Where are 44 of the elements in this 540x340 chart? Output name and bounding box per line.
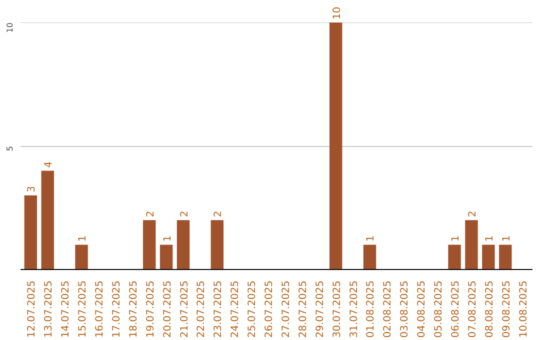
data-label: 2 <box>179 210 190 218</box>
x-tick-label: 10.08.2025 <box>518 280 530 338</box>
data-label: 1 <box>78 235 89 242</box>
x-tick-label: 25.07.2025 <box>247 280 258 338</box>
data-label: 1 <box>162 235 174 242</box>
x-tick-label: 31.07.2025 <box>348 280 360 338</box>
data-label: 2 <box>213 210 224 218</box>
x-tick-label: 24.07.2025 <box>230 280 242 338</box>
x-tick-label: 27.07.2025 <box>280 280 292 338</box>
x-tick-label: 02.08.2025 <box>382 280 394 338</box>
x-tick-label: 16.07.2025 <box>94 280 106 338</box>
x-tick-label: 18.07.2025 <box>128 280 140 338</box>
x-tick-label: 04.08.2025 <box>416 280 428 338</box>
data-label: 2 <box>467 210 478 218</box>
data-label: 3 <box>26 186 38 192</box>
data-label: 1 <box>366 235 377 242</box>
x-tick-label: 21.07.2025 <box>179 280 190 338</box>
x-tick-label: 09.08.2025 <box>501 280 512 338</box>
data-label: 1 <box>501 235 512 242</box>
x-tick-label: 05.08.2025 <box>434 280 445 338</box>
data-label: 10 <box>332 6 343 20</box>
x-tick-label: 01.08.2025 <box>366 280 377 338</box>
y-tick-label: 5 <box>6 146 14 152</box>
x-tick-label: 19.07.2025 <box>145 280 156 338</box>
x-tick-label: 28.07.2025 <box>298 280 309 338</box>
x-tick-label: 22.07.2025 <box>196 280 208 338</box>
x-tick-label: 17.07.2025 <box>111 280 122 338</box>
x-tick-label: 08.08.2025 <box>484 280 496 338</box>
x-tick-label: 23.07.2025 <box>213 280 224 338</box>
x-tick-label: 07.08.2025 <box>467 280 478 338</box>
x-tick-label: 29.07.2025 <box>314 280 326 338</box>
data-label: 4 <box>44 161 55 168</box>
data-label: 1 <box>484 235 496 242</box>
x-tick-label: 03.08.2025 <box>400 280 411 338</box>
data-label: 1 <box>450 235 462 242</box>
x-tick-label: 14.07.2025 <box>60 280 72 338</box>
x-tick-label: 30.07.2025 <box>332 280 343 338</box>
x-tick-label: 12.07.2025 <box>26 280 38 338</box>
x-tick-label: 06.08.2025 <box>450 280 462 338</box>
x-tick-label: 13.07.2025 <box>44 280 55 338</box>
data-label: 2 <box>145 210 156 218</box>
x-tick-label: 26.07.2025 <box>264 280 276 338</box>
x-tick-label: 15.07.2025 <box>78 280 89 338</box>
x-tick-label: 20.07.2025 <box>162 280 174 338</box>
